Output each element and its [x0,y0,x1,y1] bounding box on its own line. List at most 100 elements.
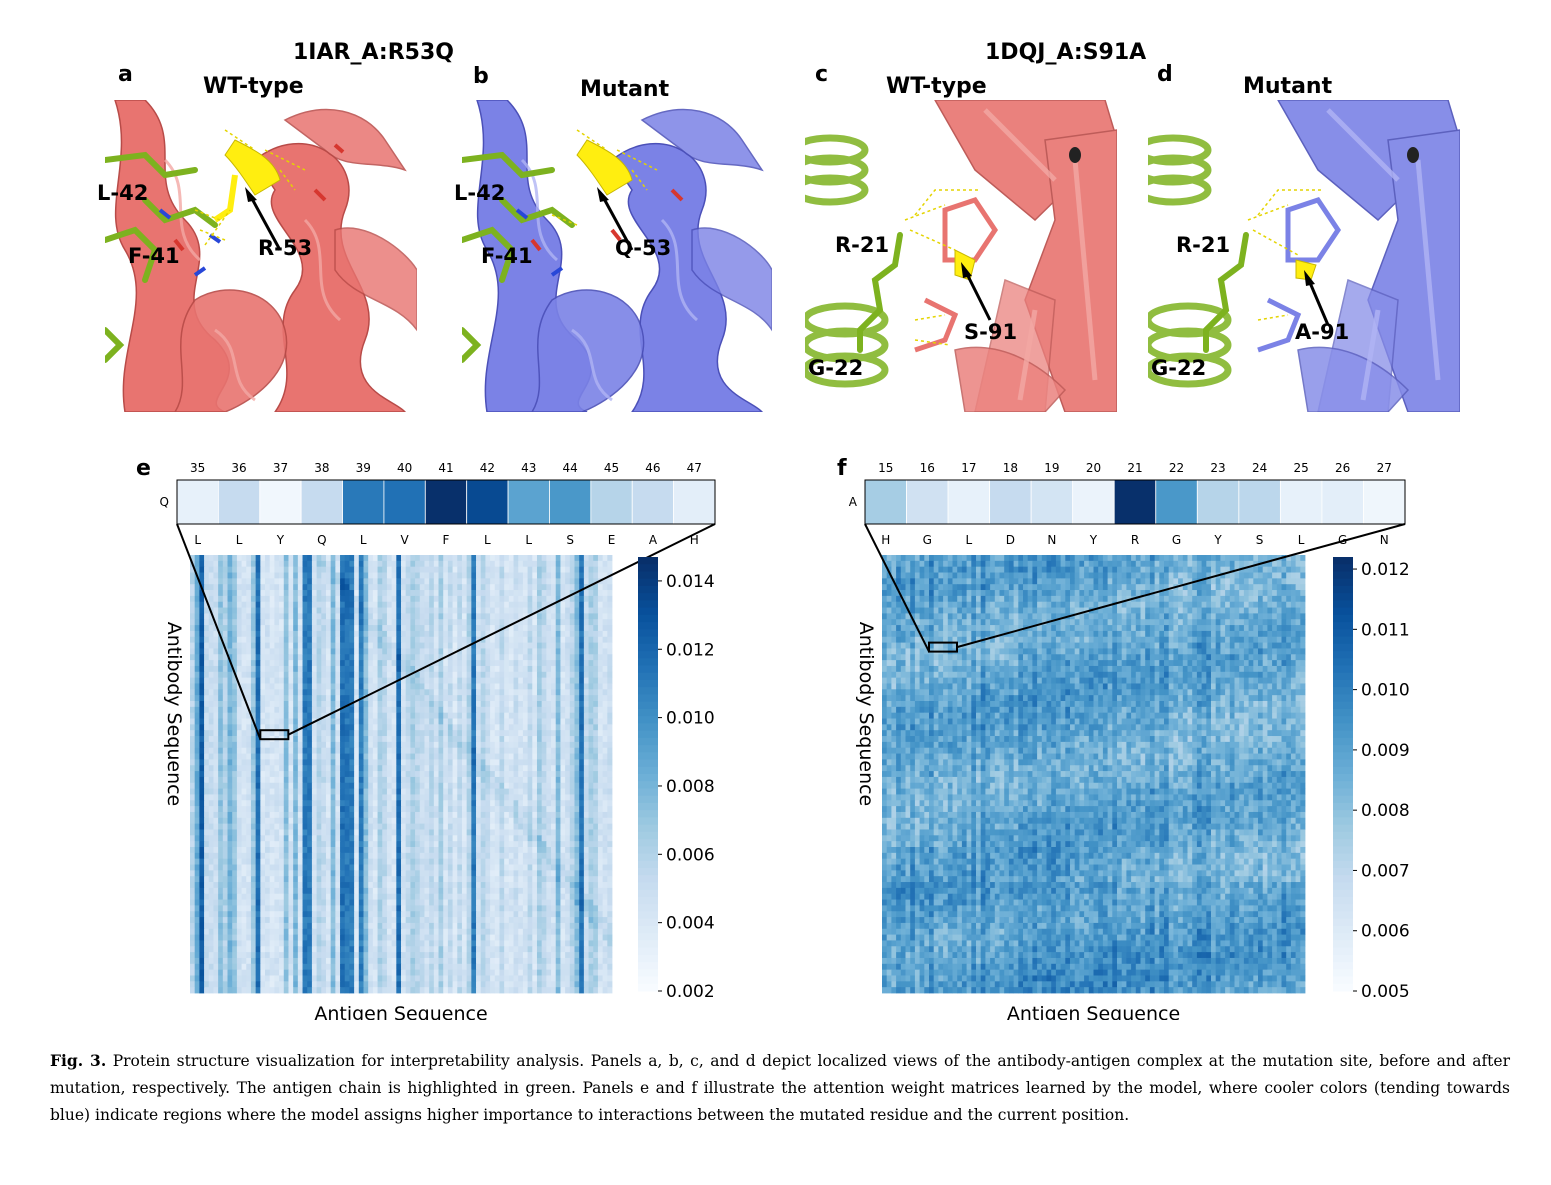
heatmap-cell [429,823,435,830]
heatmap-cell [424,595,430,603]
heatmap-cell [311,595,317,603]
heatmap-cell [265,870,271,877]
heatmap-cell [527,595,533,603]
heatmap-cell [583,806,589,813]
heatmap-cell [513,560,519,568]
heatmap-cell [466,835,472,842]
heatmap-cell [593,782,599,789]
heatmap-cell [241,864,247,871]
heatmap-cell [288,566,294,573]
heatmap-cell [499,747,505,754]
heatmap-cell [490,689,496,696]
heatmap-cell [579,858,585,865]
heatmap-cell [250,724,257,731]
heatmap-cell [391,630,397,638]
heatmap-cell [466,660,472,667]
heatmap-cell [583,677,589,684]
heatmap-cell [204,590,210,597]
heatmap-cell [227,665,233,673]
heatmap-cell [335,753,341,760]
heatmap-cell [466,613,472,620]
heatmap-cell [494,858,500,865]
heatmap-cell [480,689,486,696]
heatmap-cell [260,560,266,568]
heatmap-cell [476,823,482,830]
heatmap-cell [466,870,472,877]
heatmap-cell [424,858,430,865]
heatmap-cell [194,595,200,603]
heatmap-cell [372,817,378,825]
heatmap-cell [546,677,552,684]
heatmap-cell [382,800,388,807]
heatmap-cell [499,607,505,614]
heatmap-cell [307,823,313,830]
heatmap-cell [443,823,449,830]
heatmap-cell [354,753,360,760]
heatmap-cell [490,771,496,778]
heatmap-cell [213,630,219,638]
heatmap-cell [227,712,233,719]
heatmap-cell [368,578,374,585]
heatmap-cell [401,677,407,684]
heatmap-cell [429,572,435,579]
heatmap-cell [274,759,280,766]
heatmap-cell [349,630,355,638]
heatmap-cell [410,642,416,649]
heatmap-cell [588,695,594,702]
heatmap-cell [476,654,482,661]
heatmap-cell [377,584,383,591]
heatmap-cell [269,695,275,702]
heatmap-cell [401,811,407,819]
heatmap-cell [457,555,463,562]
heatmap-cell [429,654,435,661]
heatmap-cell [269,841,275,848]
heatmap-cell [396,788,402,795]
heatmap-cell [194,642,200,649]
heatmap-cell [344,683,350,690]
heatmap-cell [452,829,458,836]
heatmap-cell [522,701,528,708]
heatmap-cell [466,648,472,655]
heatmap-cell [452,706,458,714]
heatmap-cell [330,782,336,789]
heatmap-cell [410,695,416,702]
heatmap-cell [363,718,369,725]
heatmap-cell [279,642,285,649]
heatmap-cell [260,771,266,778]
heatmap-cell [349,560,355,568]
heatmap-cell [447,578,453,585]
heatmap-cell [344,613,350,620]
heatmap-cell [429,852,435,860]
heatmap-cell [246,601,252,608]
heatmap-cell [396,636,402,643]
heatmap-cell [340,730,346,737]
heatmap-cell [330,619,336,626]
heatmap-cell [480,560,486,568]
heatmap-cell [269,671,275,679]
heatmap-cell [447,636,453,643]
heatmap-cell [429,636,435,643]
heatmap-cell [565,864,571,871]
heatmap-cell [522,806,528,813]
heatmap-cell [513,829,519,836]
heatmap-cell [518,590,524,597]
heatmap-cell [527,683,533,690]
heatmap-cell [190,753,196,760]
heatmap-cell [429,683,435,690]
heatmap-cell [302,847,308,854]
heatmap-cell [415,753,421,760]
heatmap-cell [279,625,285,632]
heatmap-cell [391,695,397,702]
strip-bottom-tick: H [690,533,699,547]
heatmap-cell [349,636,355,643]
heatmap-cell [325,677,332,684]
heatmap-cell [279,584,285,591]
heatmap-cell [236,858,242,865]
heatmap-cell [204,560,210,568]
heatmap-cell [494,665,500,673]
heatmap-cell [311,841,317,848]
heatmap-cell [302,642,308,649]
heatmap-cell [405,800,411,807]
heatmap-cell [340,613,346,620]
heatmap-cell [297,701,303,708]
